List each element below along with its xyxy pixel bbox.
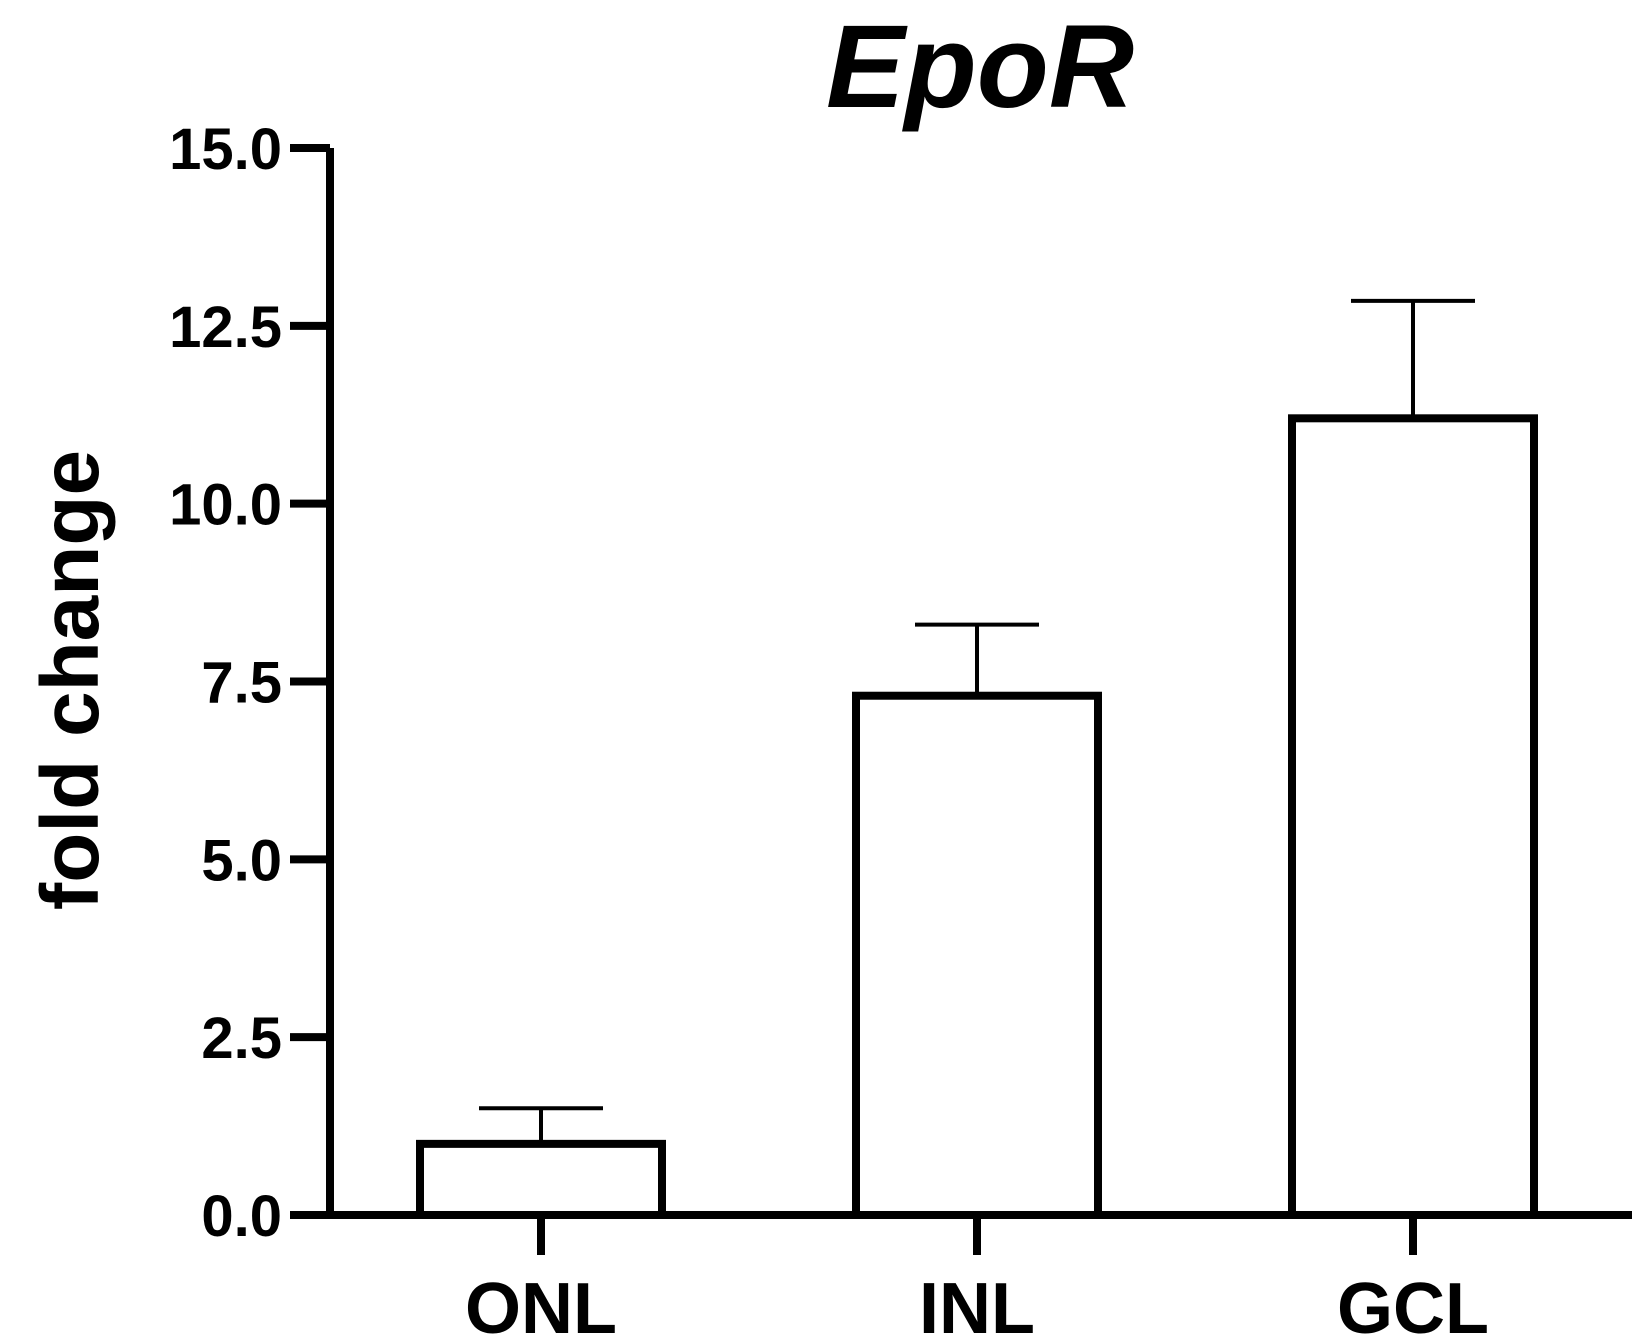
- y-tick-label: 5.0: [201, 828, 282, 893]
- bar-inl: [852, 691, 1102, 1219]
- bar-gcl: [1288, 414, 1538, 1220]
- y-tick-label: 10.0: [169, 473, 282, 538]
- y-tick-label: 12.5: [169, 295, 282, 360]
- y-tick-label: 7.5: [201, 651, 282, 716]
- y-axis-label: fold change: [25, 450, 116, 910]
- x-tick-label-onl: ONL: [465, 1269, 617, 1338]
- y-tick-label: 0.0: [201, 1184, 282, 1249]
- bar-onl: [416, 1139, 666, 1220]
- plot-area: 0.0 2.5 5.0 7.5 10.0 12.5 15.0 ONL INL GCL: [169, 117, 1632, 1338]
- chart-title: EpoR: [826, 1, 1134, 133]
- y-tick-label: 2.5: [201, 1006, 282, 1071]
- x-tick-label-gcl: GCL: [1337, 1269, 1489, 1338]
- y-tick-label: 15.0: [169, 117, 282, 182]
- x-tick-label-inl: INL: [919, 1269, 1035, 1338]
